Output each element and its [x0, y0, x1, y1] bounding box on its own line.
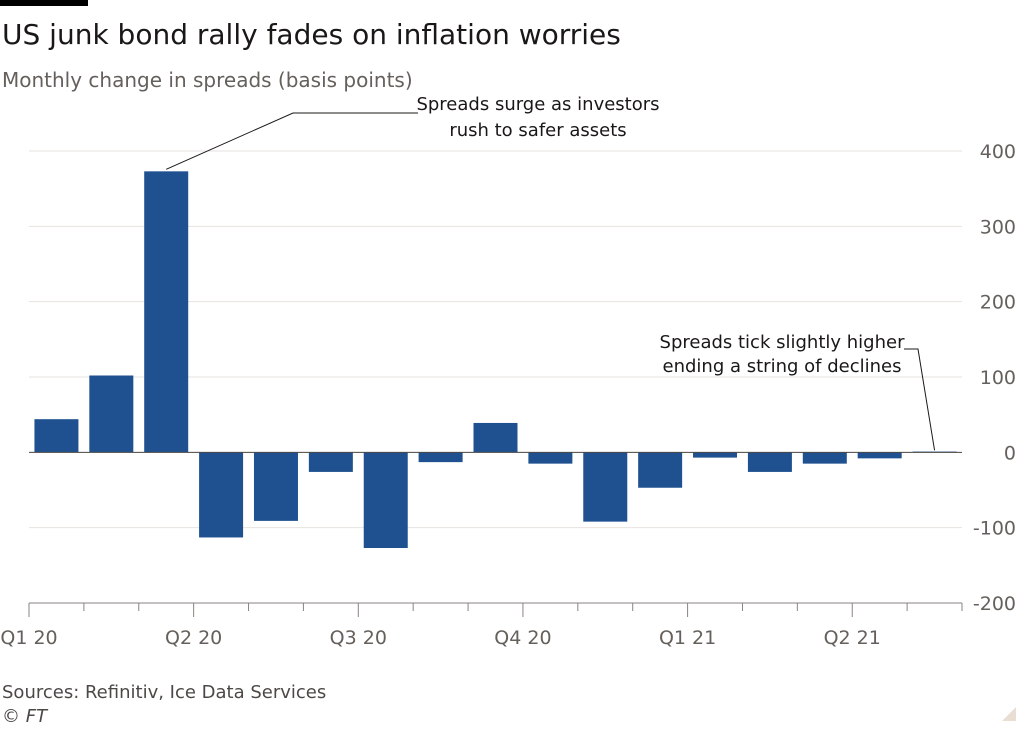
y-tick-label: 400 — [980, 141, 1016, 163]
y-tick-label: -200 — [973, 593, 1016, 615]
copyright-note: © FT — [2, 706, 48, 727]
x-tick-label: Q1 20 — [0, 627, 57, 649]
bar — [857, 452, 902, 459]
x-tick-label: Q4 20 — [494, 627, 551, 649]
y-tick-label: 200 — [980, 292, 1016, 314]
bar — [528, 452, 573, 464]
bar — [34, 419, 79, 453]
y-tick-label: -100 — [973, 518, 1016, 540]
x-tick-label: Q2 20 — [165, 627, 222, 649]
bar — [693, 452, 738, 458]
bar — [473, 422, 518, 453]
bar — [802, 452, 847, 464]
y-tick-label: 0 — [1004, 442, 1016, 464]
annotation-leader — [904, 348, 936, 451]
y-tick-label: 100 — [980, 367, 1016, 389]
bar — [747, 452, 792, 472]
y-tick-label: 300 — [980, 216, 1016, 238]
corner-fold-icon — [1002, 707, 1016, 721]
x-tick-label: Q2 21 — [824, 627, 881, 649]
annotation-text: Spreads tick slightly higher — [660, 332, 906, 353]
bar-chart: 400 300 200 100 0 -100 -200 Q1 20 Q2 20 Q3 20 Q4 2… — [0, 94, 1016, 649]
x-tick-label: Q1 21 — [659, 627, 716, 649]
annotation-text: ending a string of declines — [663, 356, 902, 377]
bar — [638, 452, 683, 488]
bar — [144, 171, 189, 453]
annotation-leader — [166, 112, 418, 170]
bar — [253, 452, 298, 521]
annotation-text: rush to safer assets — [449, 120, 626, 141]
x-tick-label: Q3 20 — [330, 627, 387, 649]
ft-top-bar — [0, 0, 88, 6]
source-note: Sources: Refinitiv, Ice Data Services — [2, 682, 327, 703]
chart-subtitle: Monthly change in spreads (basis points) — [2, 68, 413, 92]
bar — [583, 452, 628, 522]
annotation-text: Spreads surge as investors — [416, 94, 659, 115]
bar — [308, 452, 353, 472]
chart-title: US junk bond rally fades on inflation wo… — [2, 18, 621, 51]
bar — [363, 452, 408, 549]
bar — [89, 375, 134, 453]
bar — [199, 452, 244, 538]
bar — [418, 452, 463, 463]
